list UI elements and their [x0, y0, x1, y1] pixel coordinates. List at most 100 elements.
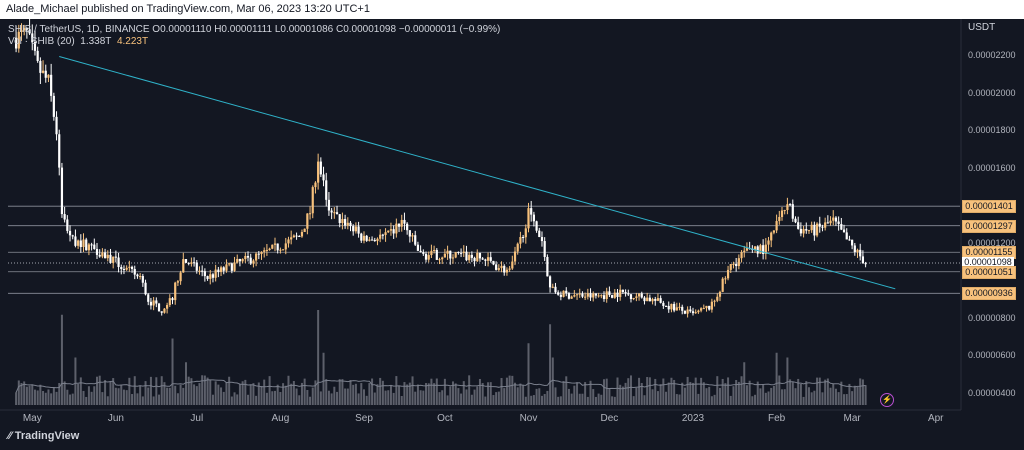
- volume-bar: [616, 377, 619, 405]
- candle-body: [802, 229, 805, 234]
- volume-bar: [627, 378, 630, 405]
- volume-bar: [357, 393, 360, 405]
- candle-body: [219, 267, 223, 272]
- volume-bar: [508, 375, 511, 405]
- volume-bar: [519, 383, 522, 405]
- volume-bar: [406, 384, 409, 405]
- volume-bar: [527, 343, 530, 405]
- volume-bar: [540, 395, 543, 405]
- candle-body: [861, 256, 865, 264]
- volume-bar: [500, 378, 503, 405]
- candle-body: [311, 187, 314, 214]
- price-chart[interactable]: [0, 19, 1024, 429]
- candle-body: [44, 70, 47, 78]
- candle-body: [435, 249, 438, 260]
- candle-body: [699, 308, 703, 311]
- candle-body: [538, 230, 541, 238]
- volume-bar: [376, 384, 379, 405]
- candle-body: [853, 245, 856, 253]
- time-tick-2: Jul: [190, 413, 204, 424]
- candle-body: [85, 239, 88, 251]
- volume-bar: [303, 378, 306, 405]
- candle-body: [621, 289, 624, 293]
- time-tick-4: Sep: [355, 413, 373, 424]
- quote-currency: USDT: [968, 22, 996, 33]
- volume-bar: [416, 384, 419, 405]
- candle-body: [813, 224, 816, 236]
- volume-bar: [233, 392, 236, 405]
- volume-bar: [77, 383, 80, 405]
- volume-bar: [824, 379, 827, 405]
- volume-bar: [98, 375, 101, 405]
- volume-bar: [42, 390, 45, 405]
- candle-body: [691, 311, 695, 314]
- volume-bar: [368, 383, 371, 405]
- volume-bar: [713, 394, 716, 405]
- candle-body: [478, 252, 482, 259]
- volume-bar: [745, 385, 748, 405]
- candle-body: [602, 295, 606, 299]
- volume-bar: [762, 385, 765, 405]
- candle-body: [670, 303, 673, 310]
- candle-body: [643, 297, 646, 302]
- time-tick-0: May: [22, 413, 42, 424]
- time-tick-11: Apr: [927, 413, 944, 424]
- volume-bar: [20, 383, 23, 405]
- volume-bar: [592, 389, 595, 405]
- volume-bar: [864, 385, 867, 405]
- candle-body: [206, 276, 209, 279]
- volume-bar: [843, 394, 846, 405]
- lightning-icon[interactable]: ⚡: [880, 393, 894, 407]
- volume-bar: [449, 386, 452, 405]
- candle-body: [605, 291, 608, 299]
- volume-bar: [362, 389, 365, 405]
- volume-bar: [603, 379, 606, 405]
- candle-body: [370, 239, 374, 241]
- candle-body: [182, 259, 185, 273]
- candle-body: [486, 257, 490, 261]
- volume-bar: [330, 393, 333, 405]
- candle-body: [357, 226, 360, 234]
- candle-body: [292, 235, 295, 238]
- candle-body: [756, 246, 759, 254]
- candle-body: [106, 254, 109, 259]
- volume-bar: [840, 381, 843, 405]
- candle-body: [824, 222, 827, 228]
- volume-bar: [209, 379, 212, 405]
- candle-body: [554, 286, 557, 293]
- candle-body: [422, 252, 425, 254]
- candle-body: [683, 310, 687, 314]
- candle-body: [192, 262, 196, 264]
- candle-body: [71, 235, 74, 237]
- volume-bar: [284, 385, 287, 405]
- tradingview-logo[interactable]: ⁄⁄ TradingView: [8, 430, 80, 442]
- volume-bar: [619, 384, 622, 405]
- price-tick-5: 0.00000800: [968, 312, 1016, 323]
- volume-bar: [514, 382, 517, 405]
- candle-body: [627, 293, 630, 295]
- candle-body: [50, 74, 53, 96]
- candle-body: [281, 249, 285, 251]
- candle-body: [511, 261, 514, 269]
- candle-body: [365, 235, 368, 241]
- volume-bar: [476, 386, 479, 405]
- candle-body: [184, 259, 188, 263]
- volume-bar: [163, 382, 166, 405]
- volume-bar: [856, 387, 859, 405]
- candle-body: [201, 270, 204, 272]
- volume-bar: [581, 393, 584, 405]
- volume-bar: [58, 383, 61, 405]
- candle-body: [794, 218, 797, 223]
- volume-bar: [198, 383, 201, 405]
- volume-bar: [441, 390, 444, 405]
- price-tick-1: 0.00002000: [968, 87, 1016, 98]
- volume-bar: [241, 381, 244, 405]
- volume-bar: [797, 378, 800, 405]
- candle-body: [834, 217, 838, 222]
- volume-bar: [570, 393, 573, 405]
- candle-body: [314, 182, 317, 188]
- publish-banner: Alade_Michael published on TradingView.c…: [0, 0, 1024, 19]
- volume-bar: [724, 383, 727, 405]
- volume-bar: [174, 385, 177, 405]
- candle-body: [60, 167, 64, 215]
